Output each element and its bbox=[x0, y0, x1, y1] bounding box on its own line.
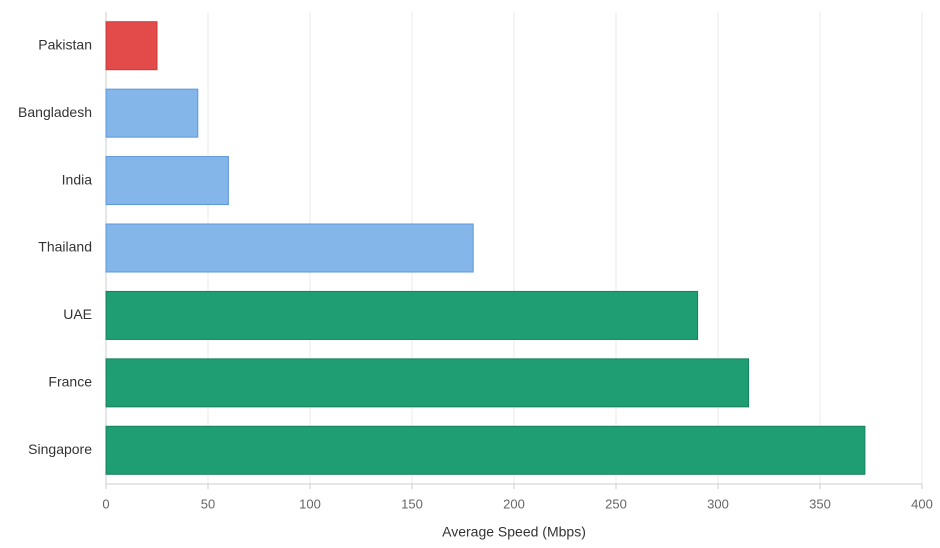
x-axis-title: Average Speed (Mbps) bbox=[442, 524, 586, 540]
y-tick-label: India bbox=[62, 171, 93, 187]
bar bbox=[105, 290, 699, 340]
x-tick-label: 400 bbox=[911, 496, 933, 511]
y-tick-label: Thailand bbox=[38, 239, 92, 255]
y-tick-label: Pakistan bbox=[38, 36, 92, 52]
x-tick-label: 100 bbox=[299, 496, 321, 511]
x-tick-label: 350 bbox=[809, 496, 831, 511]
x-tick-label: 200 bbox=[503, 496, 525, 511]
y-tick-label: Bangladesh bbox=[18, 104, 92, 120]
x-tick-label: 250 bbox=[605, 496, 627, 511]
x-tick-label: 0 bbox=[102, 496, 109, 511]
bar bbox=[105, 425, 866, 475]
bar bbox=[105, 223, 474, 273]
y-tick-label: France bbox=[48, 374, 92, 390]
bar bbox=[105, 358, 750, 408]
y-tick-label: Singapore bbox=[28, 441, 92, 457]
x-tick-label: 300 bbox=[707, 496, 729, 511]
x-tick-label: 50 bbox=[201, 496, 215, 511]
bar bbox=[105, 156, 229, 206]
y-tick-label: UAE bbox=[63, 306, 92, 322]
x-tick-label: 150 bbox=[401, 496, 423, 511]
bar bbox=[105, 21, 158, 71]
bar bbox=[105, 88, 199, 138]
